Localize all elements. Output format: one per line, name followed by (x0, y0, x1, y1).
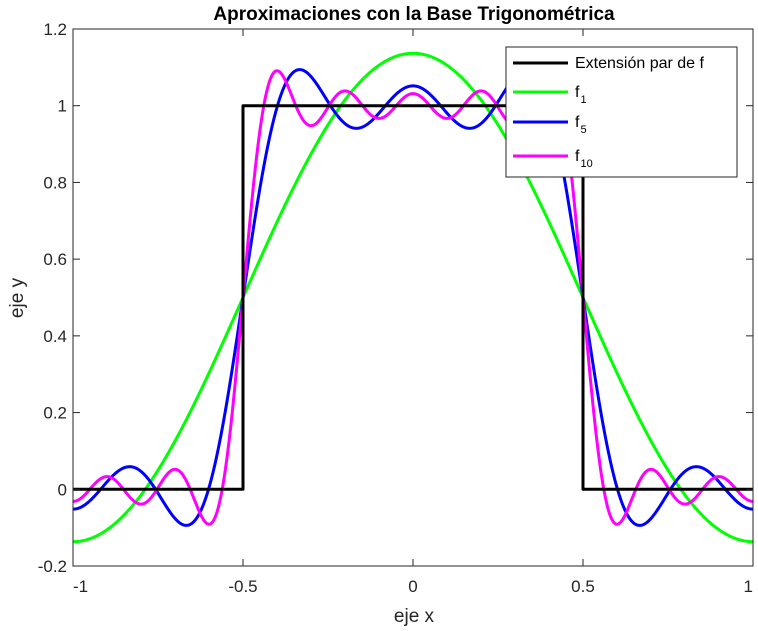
x-axis-label: eje x (394, 606, 435, 627)
x-tick-label: -0.5 (228, 577, 257, 596)
y-tick-label: -0.2 (38, 557, 67, 576)
y-tick-label: 0 (58, 480, 67, 499)
x-tick-label: 1 (744, 577, 753, 596)
series-line-f1 (72, 51, 754, 544)
legend-label-f5: f5 (575, 114, 587, 136)
x-tick-label: 0 (408, 577, 417, 596)
legend-label-extensión-par-de-f: Extensión par de f (575, 55, 705, 72)
series-layer (72, 51, 754, 544)
y-tick-label: 1 (58, 97, 67, 116)
y-tick-label: 0.8 (43, 173, 67, 192)
series-line-extensión-par-de-f (73, 104, 753, 491)
y-tick-label: 0.2 (43, 404, 67, 423)
series-line-f5 (72, 68, 754, 527)
series-line-f10 (72, 69, 754, 526)
ticks-layer: -1 -0.5 0 0.5 1 -0.2 0 0.2 0.4 0.6 0.8 1 1.2 (38, 20, 754, 596)
legend-label-f10: f10 (575, 148, 593, 170)
legend: Extensión par de f f1 f5 f10 (505, 46, 738, 178)
legend-label-f1: f1 (575, 84, 587, 106)
chart-title: Aproximaciones con la Base Trigonométric… (213, 4, 615, 25)
y-tick-label: 1.2 (43, 20, 67, 39)
y-tick-label: 0.4 (43, 327, 67, 346)
x-tick-label: -1 (73, 577, 88, 596)
x-tick-label: 0.5 (571, 577, 595, 596)
y-axis-label: eje y (7, 277, 28, 318)
y-tick-label: 0.6 (43, 250, 67, 269)
